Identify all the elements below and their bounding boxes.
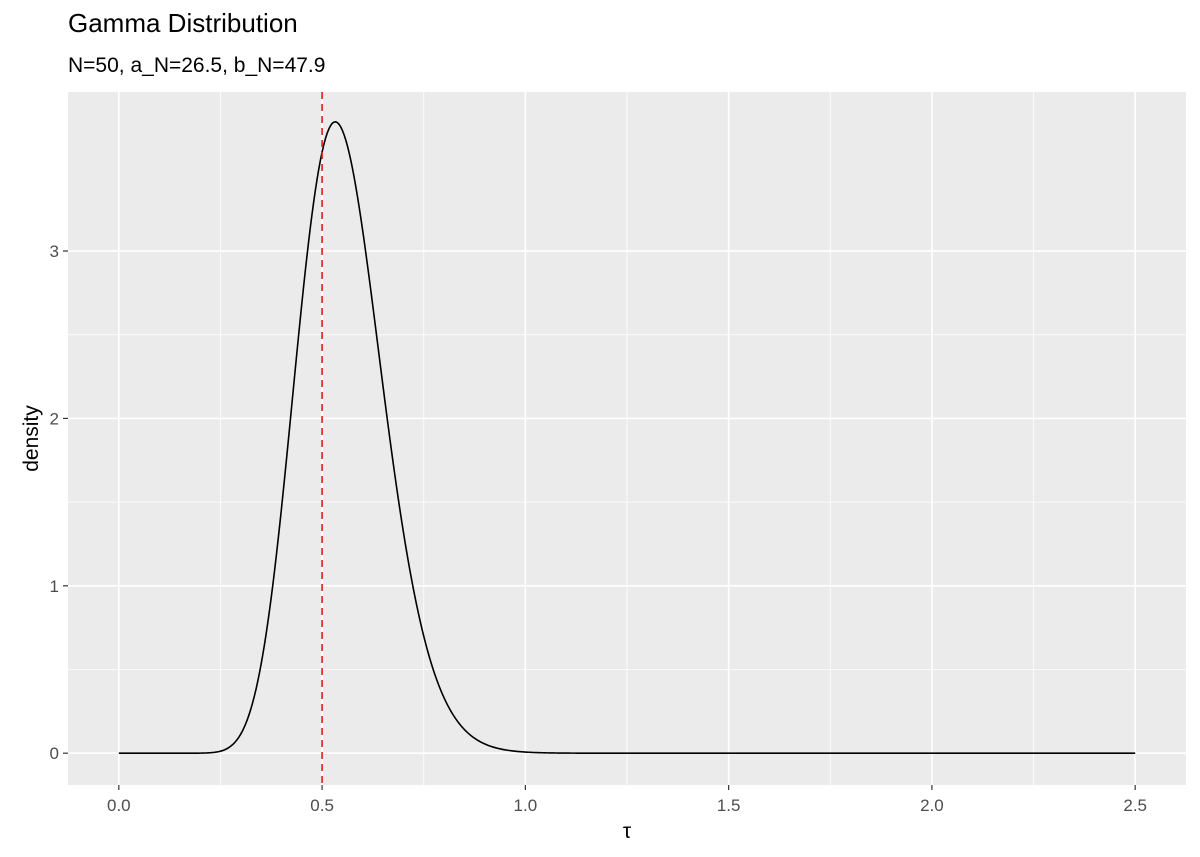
x-tick-label: 2.0	[920, 796, 944, 815]
y-tick-label: 2	[50, 409, 59, 428]
y-tick-label: 1	[50, 577, 59, 596]
x-tick-label: 2.5	[1123, 796, 1147, 815]
y-axis-title: density	[20, 405, 43, 472]
x-tick-label: 1.5	[717, 796, 741, 815]
x-tick-label: 1.0	[514, 796, 538, 815]
minor-gridlines	[68, 92, 1186, 785]
y-tick-label: 0	[50, 744, 59, 763]
y-tick-label: 3	[50, 242, 59, 261]
chart-subtitle: N=50, a_N=26.5, b_N=47.9	[68, 54, 326, 77]
x-axis-title: τ	[623, 820, 632, 843]
chart-title: Gamma Distribution	[68, 8, 298, 38]
x-tick-label: 0.0	[107, 796, 131, 815]
y-axis-ticks: 0 1 2 3	[50, 242, 68, 763]
x-tick-label: 0.5	[310, 796, 334, 815]
density-curve-line	[118, 121, 1136, 754]
x-axis-ticks: 0.0 0.5 1.0 1.5 2.0 2.5	[107, 785, 1147, 815]
